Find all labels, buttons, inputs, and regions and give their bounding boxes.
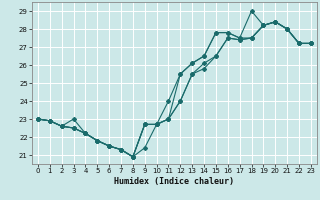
X-axis label: Humidex (Indice chaleur): Humidex (Indice chaleur): [115, 177, 234, 186]
